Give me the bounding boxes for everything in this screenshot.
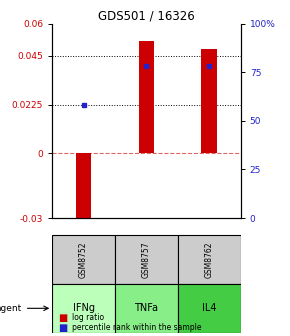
Bar (115, 235, 178, 284)
Text: GSM8762: GSM8762 (205, 241, 214, 278)
Text: agent: agent (0, 304, 48, 313)
Text: IL4: IL4 (202, 303, 217, 313)
Bar (76, 153, 91, 225)
Bar (178, 235, 241, 284)
Text: GSM8757: GSM8757 (142, 241, 151, 278)
Bar (52, 235, 115, 284)
Text: IFNg: IFNg (72, 303, 95, 313)
Bar (178, 284, 241, 333)
Bar (139, 41, 154, 153)
Text: GSM8752: GSM8752 (79, 241, 88, 278)
Bar (115, 284, 178, 333)
Text: ■: ■ (58, 323, 67, 333)
Text: percentile rank within the sample: percentile rank within the sample (72, 323, 202, 332)
Title: GDS501 / 16326: GDS501 / 16326 (98, 9, 195, 23)
Text: log ratio: log ratio (72, 313, 105, 322)
Bar (202, 49, 217, 153)
Text: ■: ■ (58, 312, 67, 323)
Bar (52, 284, 115, 333)
Text: TNFa: TNFa (135, 303, 158, 313)
